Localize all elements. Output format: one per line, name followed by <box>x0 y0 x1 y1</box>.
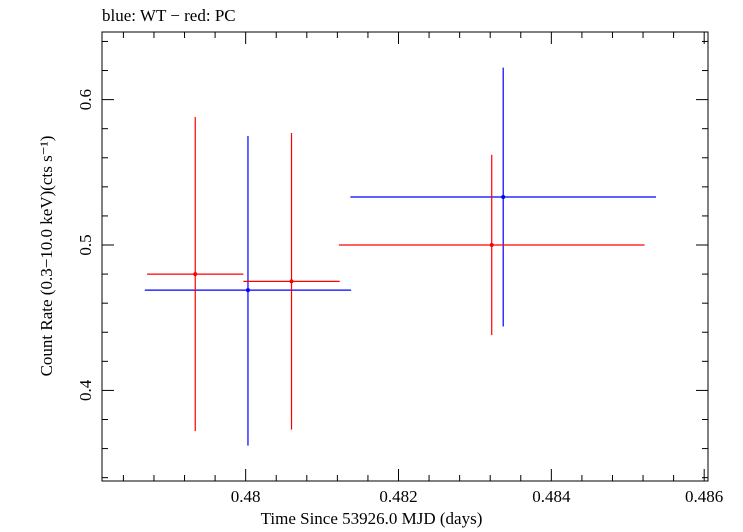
y-tick-label: 0.5 <box>76 234 95 255</box>
x-tick-label: 0.486 <box>685 487 723 506</box>
tick-labels: 0.48 0.482 0.484 0.486 0.4 0.5 0.6 <box>76 89 723 506</box>
x-tick-label: 0.482 <box>379 487 417 506</box>
x-tick-label: 0.484 <box>532 487 571 506</box>
data-point <box>489 243 494 248</box>
axis-ticks <box>102 32 708 481</box>
chart-title: blue: WT − red: PC <box>102 6 236 25</box>
data-point <box>289 279 294 284</box>
y-tick-label: 0.6 <box>76 89 95 110</box>
plot-frame <box>101 31 709 482</box>
x-axis-label: Time Since 53926.0 MJD (days) <box>260 509 483 528</box>
data-marks <box>144 67 657 446</box>
data-point <box>245 288 250 293</box>
data-point <box>501 195 506 200</box>
y-axis-label: Count Rate (0.3−10.0 keV)(cts s⁻¹) <box>37 136 56 377</box>
y-tick-label: 0.4 <box>76 379 95 401</box>
x-tick-label: 0.48 <box>231 487 261 506</box>
data-point <box>193 272 198 277</box>
